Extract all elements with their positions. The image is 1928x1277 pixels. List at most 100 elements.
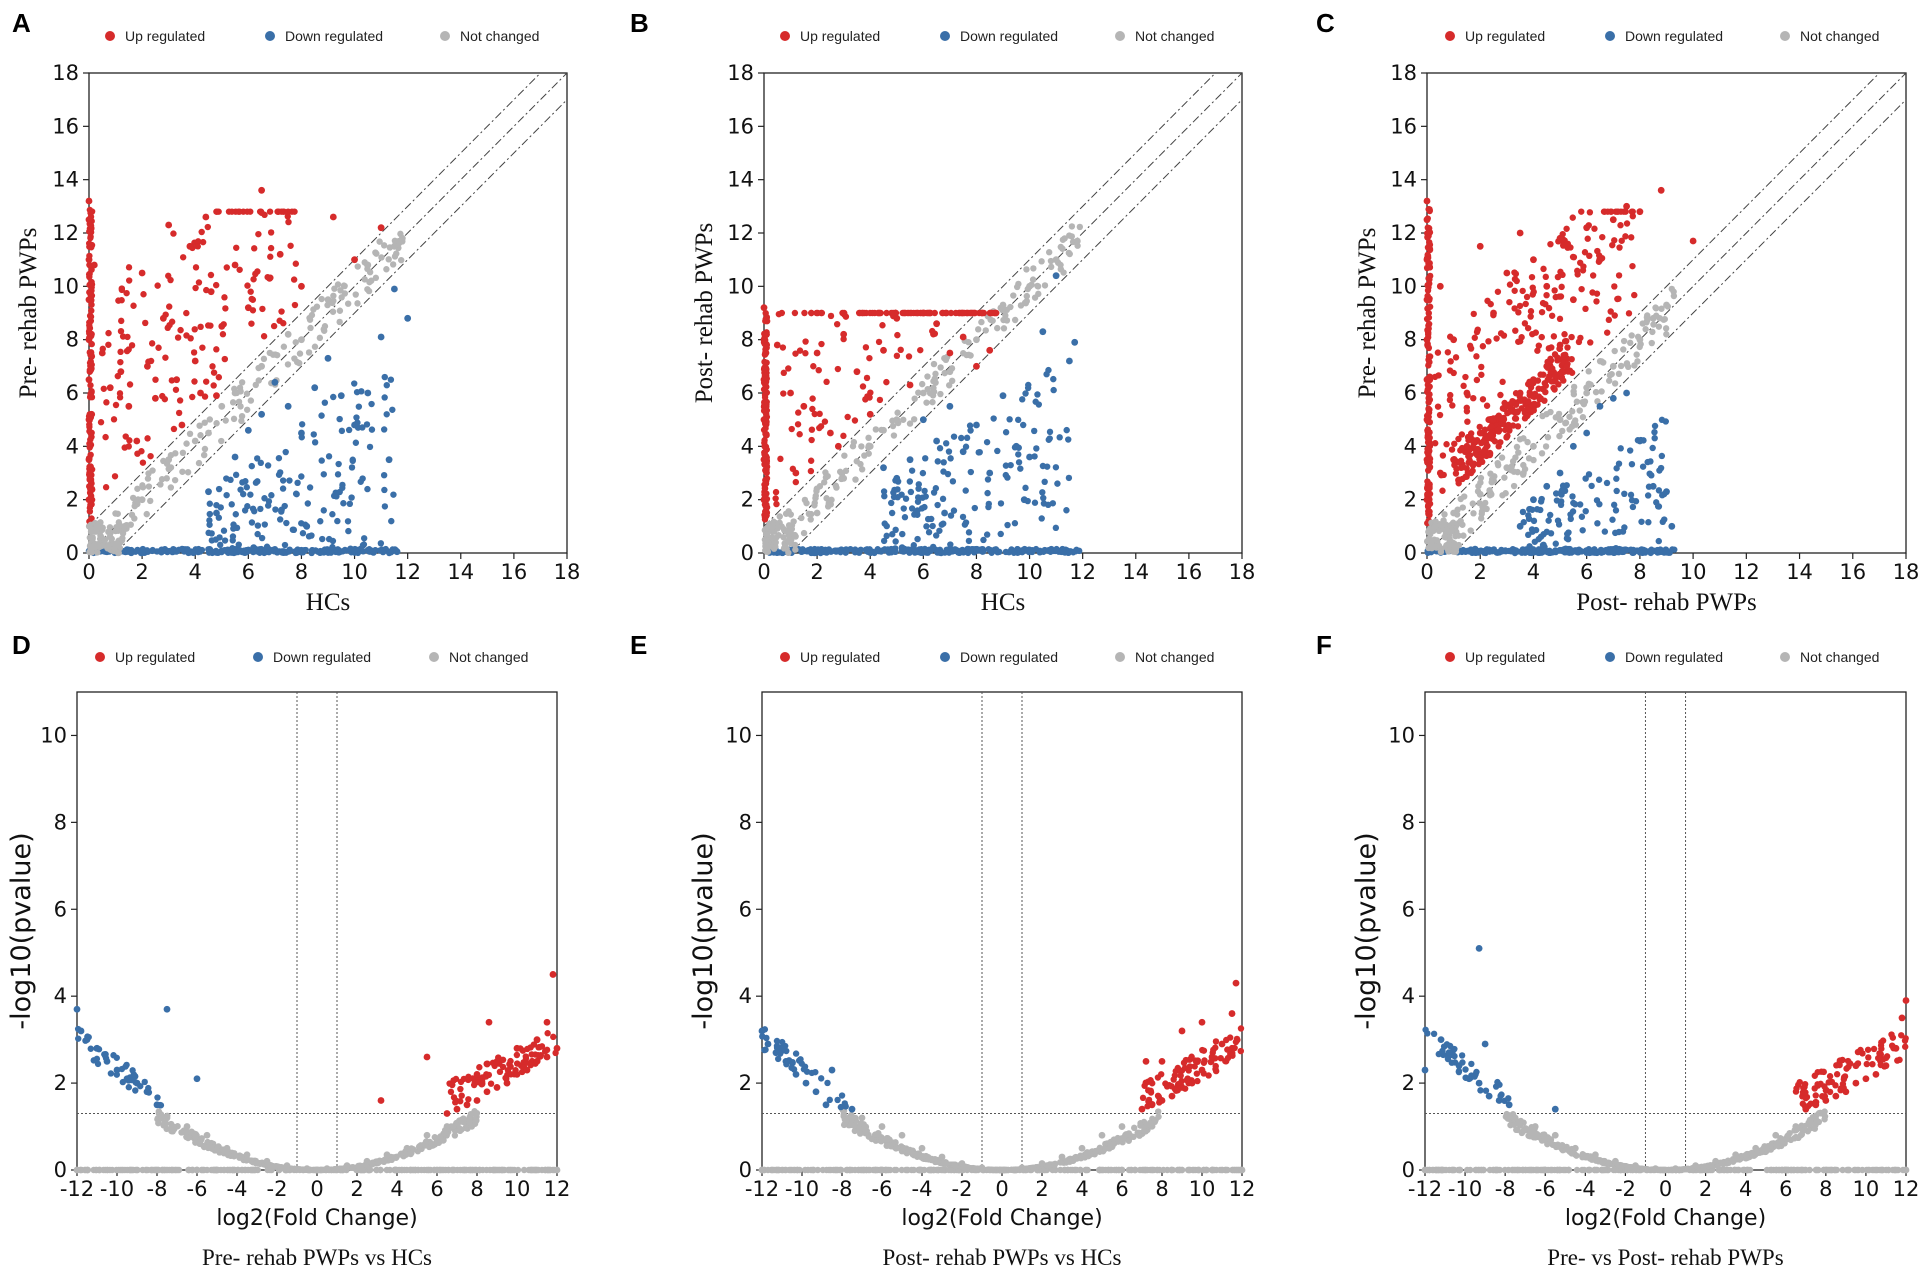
cloud-point (1068, 223, 1076, 230)
cloud-point (1460, 382, 1467, 390)
cloud-point (341, 546, 349, 554)
cloud-point (1521, 320, 1529, 327)
cloud-point (1036, 549, 1044, 556)
cloud-point (242, 1166, 249, 1174)
cloud-point (1021, 299, 1029, 306)
data-point (919, 389, 927, 397)
legend-marker-not-changed (1115, 31, 1125, 41)
legend: Up regulated Down regulated Not changed (780, 28, 1214, 44)
cloud-point (1081, 1154, 1089, 1161)
cloud-point (217, 504, 224, 511)
cloud-point (1060, 269, 1067, 276)
cloud-point (936, 527, 943, 534)
cloud-point (1617, 445, 1624, 452)
cloud-point (1556, 315, 1564, 323)
series-down-regulated (1516, 389, 1676, 556)
cloud-point (329, 308, 337, 315)
cloud-point (1582, 305, 1589, 313)
cloud-point (1510, 482, 1518, 490)
cloud-point (809, 395, 816, 402)
cloud-point (830, 1166, 837, 1174)
cloud-point (213, 346, 220, 353)
cloud-point (245, 546, 252, 554)
cloud-point (1578, 208, 1585, 215)
x-axis-label: HCs (306, 589, 350, 616)
cloud-point (1469, 460, 1476, 467)
cloud-point (372, 274, 380, 282)
cloud-point (1542, 273, 1549, 281)
x-tick-label: 10 (341, 560, 368, 584)
cloud-point (281, 541, 289, 549)
cloud-point (925, 529, 933, 536)
cloud-point (530, 1166, 537, 1174)
cloud-point (965, 529, 973, 536)
cloud-point (1537, 498, 1545, 505)
cloud-point (1063, 507, 1070, 514)
cloud-point (498, 1166, 506, 1174)
cloud-point (179, 254, 187, 261)
cloud-point (364, 286, 371, 293)
data-point (1503, 402, 1511, 410)
cloud-point (380, 242, 388, 249)
cloud-point (1052, 524, 1060, 532)
cloud-point (86, 273, 93, 281)
cloud-point (373, 1166, 380, 1174)
cloud-point (1469, 443, 1477, 450)
data-point (143, 1088, 151, 1096)
diagonal-threshold-line (763, 72, 1216, 527)
cloud-point (247, 288, 254, 295)
cloud-point (166, 321, 173, 329)
legend-marker-not-changed (1115, 652, 1125, 662)
cloud-point (852, 1117, 860, 1125)
cloud-point (1561, 331, 1568, 338)
legend-label-up: Up regulated (800, 28, 880, 44)
data-point (973, 546, 980, 554)
cloud-point (1439, 487, 1446, 494)
data-point (138, 269, 146, 277)
y-axis-label: -log10(pvalue) (6, 832, 37, 1029)
cloud-point (203, 1166, 211, 1174)
y-tick-label: 4 (66, 434, 79, 458)
y-tick-label: 6 (66, 381, 79, 405)
cloud-point (1576, 501, 1584, 508)
cloud-point (762, 341, 769, 349)
cloud-point (1616, 244, 1623, 251)
cloud-point (1038, 515, 1045, 522)
cloud-point (816, 410, 823, 418)
cloud-point (206, 510, 214, 518)
cloud-point (1627, 491, 1635, 499)
data-point (941, 509, 948, 517)
cloud-point (355, 403, 363, 410)
cloud-point (1649, 444, 1656, 452)
cloud-point (1621, 546, 1628, 553)
cloud-point (366, 268, 374, 276)
data-point (284, 330, 292, 338)
cloud-point (863, 374, 871, 382)
cloud-point (941, 355, 948, 362)
data-point (213, 509, 220, 517)
cloud-point (111, 473, 119, 480)
cloud-point (1548, 344, 1555, 351)
cloud-point (1047, 263, 1055, 271)
cloud-point (824, 503, 832, 510)
cloud-point (87, 391, 94, 399)
cloud-point (329, 511, 336, 518)
cloud-point (1425, 391, 1433, 398)
legend-marker-up (1445, 31, 1455, 41)
cloud-point (105, 329, 112, 337)
cloud-point (883, 1166, 890, 1174)
legend-label-not-changed: Not changed (449, 649, 528, 665)
cloud-point (1600, 548, 1607, 556)
cloud-point (196, 422, 203, 429)
cloud-point (1083, 1166, 1090, 1174)
y-tick-label: 18 (727, 61, 754, 85)
cloud-point (1509, 422, 1517, 429)
data-point (543, 1018, 551, 1026)
cloud-point (1538, 308, 1546, 316)
cloud-point (221, 294, 228, 301)
cloud-point (785, 549, 792, 557)
data-point (533, 1057, 541, 1065)
cloud-point (1537, 506, 1544, 514)
cloud-point (905, 353, 913, 360)
cloud-point (915, 481, 922, 488)
